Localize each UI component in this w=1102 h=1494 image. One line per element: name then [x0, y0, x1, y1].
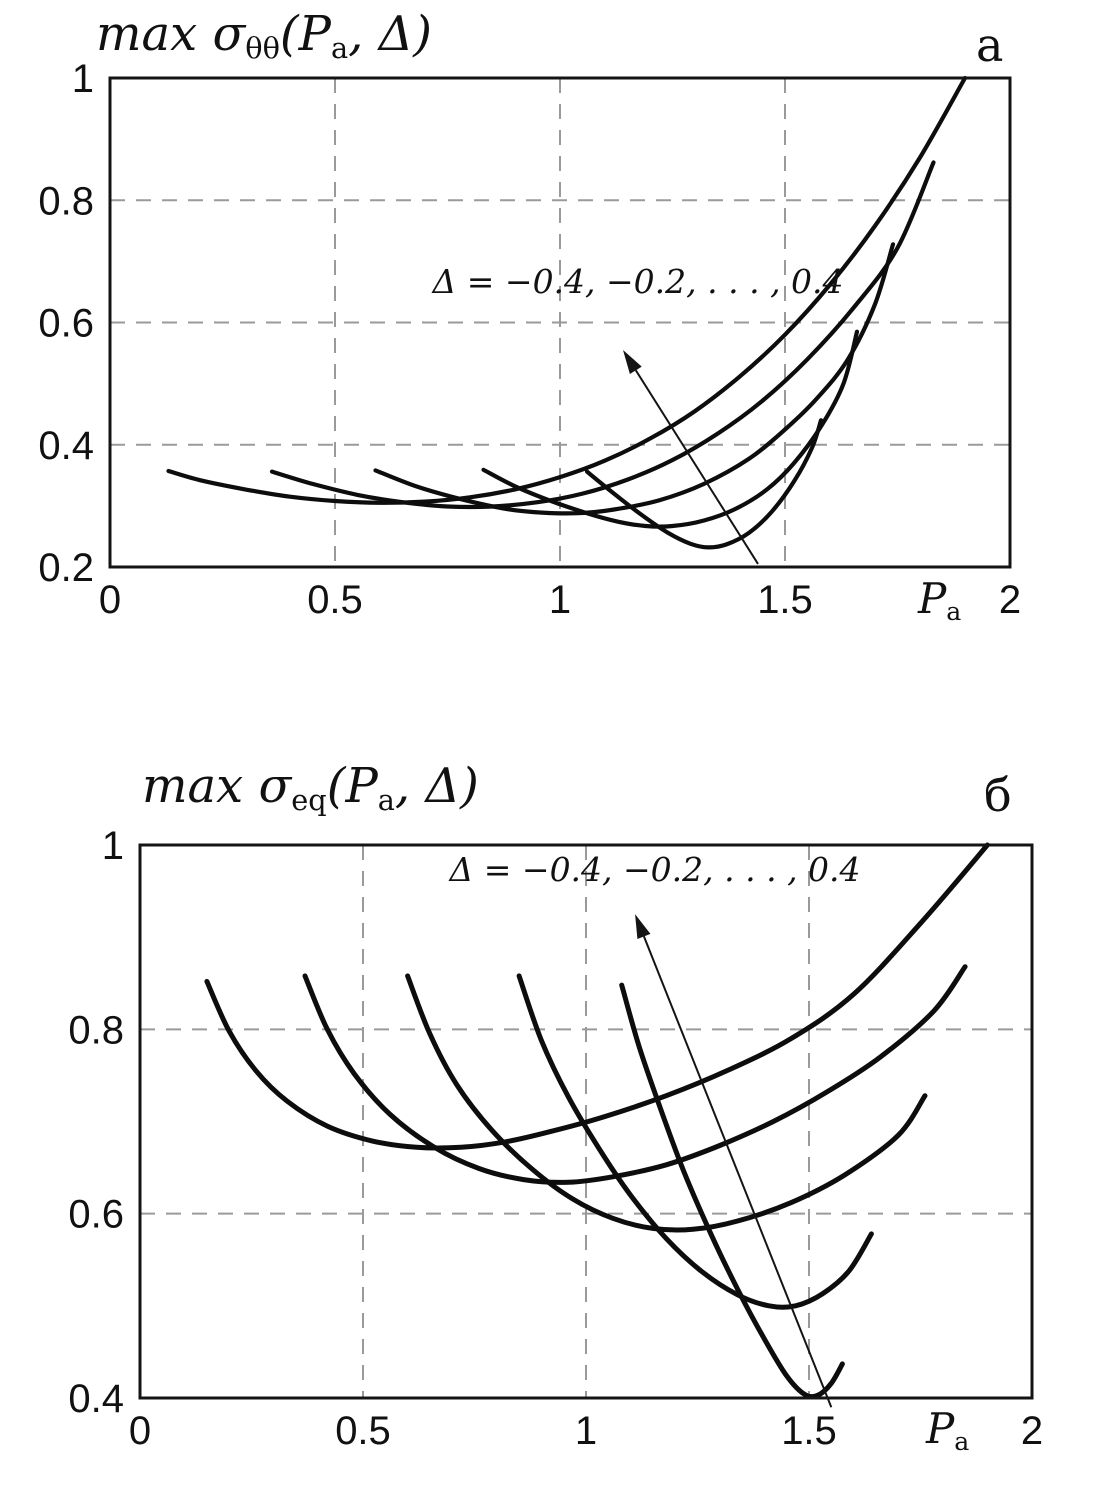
title-subscript: θθ: [245, 31, 280, 66]
y-tick-label: 1: [102, 824, 124, 868]
series-curve: [405, 973, 928, 1233]
title-text: , Δ): [394, 758, 479, 814]
y-tick-label: 0.4: [38, 424, 94, 468]
y-tick-label: 0.8: [68, 1008, 124, 1052]
chart-panel-b: 0 0.5 1 1.5 2 0.4 0.6 0.8 1 max σeq(Pa, Δ) б Δ =…: [0, 700, 1102, 1494]
y-tick-label: 0.6: [68, 1193, 124, 1237]
series-curve: [584, 418, 824, 550]
chart-a-title: max σθθ(Pa, Δ): [96, 6, 432, 65]
panel-label-b: б: [984, 768, 1012, 822]
title-text: max σ: [142, 758, 292, 814]
annotation-arrow-head: [635, 914, 651, 940]
x-tick-label: 1.5: [757, 578, 813, 622]
x-label-base: P: [926, 1404, 955, 1453]
title-subscript: a: [377, 783, 395, 818]
y-tick-label: 0.8: [38, 179, 94, 223]
y-tick-label: 0.4: [68, 1377, 124, 1421]
x-tick-label: 2: [999, 578, 1021, 622]
x-tick-label: 0: [99, 578, 121, 622]
chart-a-x-axis-label: Pa: [918, 574, 961, 626]
plot-border: [138, 843, 1034, 1400]
y-tick-label: 0.2: [38, 546, 94, 590]
chart-b-title: max σeq(Pa, Δ): [142, 758, 479, 817]
chart-a-canvas: 0 0.5 1 1.5 2 0.2 0.4 0.6 0.8 1: [38, 57, 1021, 622]
title-subscript: a: [330, 31, 349, 66]
series-curve: [302, 964, 968, 1185]
x-tick-label: 0.5: [335, 1409, 391, 1453]
chart-b-canvas: 0 0.5 1 1.5 2 0.4 0.6 0.8 1: [68, 824, 1043, 1453]
series-curve: [516, 973, 874, 1310]
title-subscript: eq: [291, 783, 327, 818]
x-tick-label: 0.5: [307, 578, 363, 622]
series-curve: [204, 842, 990, 1151]
x-label-subscript: a: [954, 1427, 970, 1457]
title-text: max σ: [96, 6, 246, 62]
chart-b-annotation-text: Δ = −0.4, −0.2, . . . , 0.4: [449, 850, 861, 889]
title-text: (P: [326, 758, 378, 814]
x-tick-label: 1: [575, 1409, 597, 1453]
chart-b-x-axis-label: Pa: [926, 1404, 969, 1456]
x-tick-label: 1.5: [781, 1409, 837, 1453]
title-text: (P: [279, 6, 331, 62]
panel-label-a: a: [976, 18, 1004, 72]
y-tick-label: 1: [72, 57, 94, 101]
annotation-arrow-line: [643, 936, 833, 1408]
series-curve: [269, 160, 936, 510]
x-label-subscript: a: [946, 597, 962, 627]
series-curve: [619, 982, 845, 1400]
chart-a-annotation-text: Δ = −0.4, −0.2, . . . , 0.4: [432, 262, 844, 301]
annotation-arrow-line: [634, 369, 759, 565]
x-tick-label: 0: [129, 1409, 151, 1453]
series-curve: [373, 242, 896, 516]
x-tick-label: 1: [549, 578, 571, 622]
plot-border: [108, 76, 1012, 569]
x-label-base: P: [918, 574, 947, 623]
title-text: , Δ): [348, 6, 433, 62]
series-curve: [166, 75, 968, 505]
chart-panel-a: 0 0.5 1 1.5 2 0.2 0.4 0.6 0.8 1 max σθθ(Pa, Δ) a …: [0, 0, 1102, 660]
annotation-arrow-head: [623, 350, 642, 375]
y-tick-label: 0.6: [38, 302, 94, 346]
x-tick-label: 2: [1021, 1409, 1043, 1453]
